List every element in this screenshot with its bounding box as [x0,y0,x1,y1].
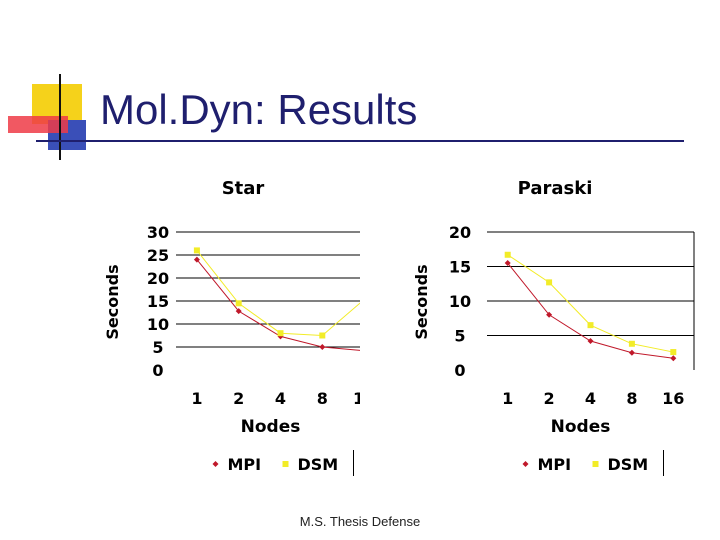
x-tick-label: 16 [662,389,684,408]
x-tick-label: 2 [233,389,244,408]
chart-title: Star [222,178,265,199]
y-tick-label: 15 [449,258,471,277]
y-tick-label: 20 [449,223,471,242]
slide-title: Mol.Dyn: Results [100,86,418,133]
data-point-dsm [319,332,326,339]
chart-star-svg: Star 0 5 10 15 20 25 30 Seconds 1 2 4 8 16 Nodes MPI DSM [103,178,386,476]
y-axis-label: Seconds [103,264,122,339]
data-point-mpi [628,349,635,356]
data-point-mpi [587,338,594,345]
chart-title: Paraski [518,178,593,199]
chart-star: Star 0 5 10 15 20 25 30 Seconds 1 2 4 8 16 Nodes MPI DSM [0,170,386,480]
series-line-dsm [507,254,674,353]
series-line-dsm [196,250,365,337]
data-point-mpi [193,256,200,263]
legend-label-mpi: MPI [228,455,262,474]
y-tick-label: 10 [147,315,169,334]
y-tick-label: 5 [454,327,465,346]
chart-paraski: Paraski 0 5 10 15 20 Seconds 1 2 4 8 16 Nodes MPI DSM [360,170,720,480]
legend-marker-mpi [522,461,529,467]
data-point-dsm [504,251,511,258]
chart-paraski-svg: Paraski 0 5 10 15 20 Seconds 1 2 4 8 16 Nodes MPI DSM [412,178,695,476]
data-point-dsm [670,349,677,356]
legend-marker-dsm [282,461,289,467]
y-tick-label: 15 [147,292,169,311]
x-tick-label: 1 [502,389,513,408]
data-point-dsm [235,300,242,307]
legend-label-mpi: MPI [538,455,572,474]
y-tick-label: 0 [454,361,465,380]
y-tick-label: 20 [147,269,169,288]
data-point-mpi [235,308,242,315]
x-tick-label: 8 [317,389,328,408]
logo-red-bar [8,116,68,133]
y-axis-label: Seconds [412,264,431,339]
data-point-dsm [628,340,635,347]
x-tick-label: 16 [353,389,360,408]
y-tick-label: 30 [147,223,169,242]
slide-footer: M.S. Thesis Defense [299,514,421,529]
data-point-mpi [319,344,326,350]
x-tick-label: 1 [191,389,202,408]
title-divider [36,140,684,142]
data-point-mpi [504,260,511,267]
legend-marker-mpi [212,461,219,467]
data-point-mpi [277,333,284,340]
data-point-dsm [587,322,594,329]
slide-logo [8,74,100,160]
data-point-dsm [193,247,200,254]
y-tick-label: 10 [449,292,471,311]
x-tick-label: 8 [626,389,637,408]
legend-label-dsm: DSM [298,455,339,474]
data-point-dsm [546,279,553,286]
x-tick-label: 2 [544,389,555,408]
y-tick-label: 5 [152,338,163,357]
data-point-mpi [546,311,553,318]
y-tick-label: 0 [152,361,163,380]
legend-label-dsm: DSM [608,455,649,474]
x-axis-label: Nodes [551,417,611,437]
y-tick-label: 25 [147,246,169,265]
legend-marker-dsm [592,461,599,467]
data-point-dsm [277,330,284,337]
x-axis-label: Nodes [241,417,301,437]
data-point-mpi [670,355,677,362]
x-tick-label: 4 [275,389,286,408]
x-tick-label: 4 [585,389,596,408]
